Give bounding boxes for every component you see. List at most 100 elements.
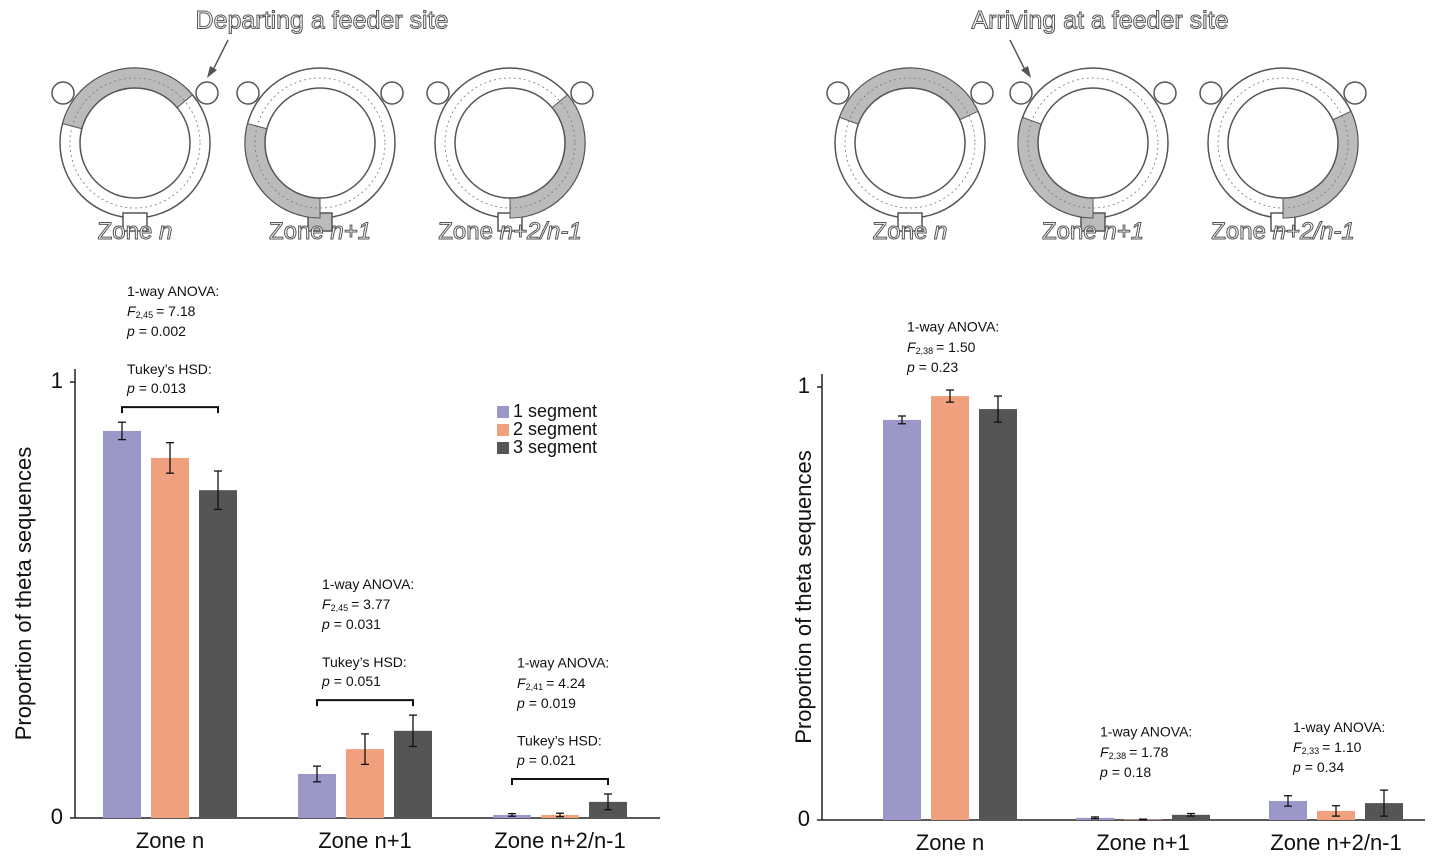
error-bar [1091,816,1099,820]
arrow-head [1021,66,1031,78]
track-inner [264,87,376,199]
text-part: = 4.24 [546,675,586,691]
text-part: F [322,596,332,612]
y-tick-label: 0 [51,804,63,829]
legend-swatch [497,424,509,436]
feeder [1009,81,1033,105]
feeder [1153,81,1177,105]
error-bar [604,793,612,811]
text-part: 2,45 [136,311,154,321]
track-mid [1027,77,1159,209]
text-part: Zone [438,218,499,245]
gate [122,212,148,232]
text-part: n+1 [330,218,371,245]
y-tick-label: 1 [798,373,810,398]
anova-f: F2,33 = 1.10 [1293,739,1362,757]
feeder [570,81,594,105]
text-part: n [934,218,947,245]
bar [103,430,141,818]
anova-f: F2,41 = 4.24 [517,675,586,693]
x-tick-label: Zone n+1 [318,828,412,853]
x-tick-label: Zone n+1 [1096,830,1190,855]
text-part: Zone [98,218,159,245]
anova-heading: 1-way ANOVA: [907,319,999,335]
error-bar [1332,805,1340,817]
error-bar [214,470,222,511]
error-bar [508,812,516,817]
anova-p: p = 0.23 [906,359,958,375]
text-part: = 3.77 [351,596,391,612]
text-part: = 1.78 [1129,744,1169,760]
x-tick-label: Zone n+2/n-1 [494,828,625,853]
zone-label: Zone n+2/n-1 [1211,218,1354,245]
text-part: 2,41 [526,682,544,692]
text-part: 2,38 [916,346,934,356]
x-tick-label: Zone n [136,828,205,853]
text-part: Zone [1042,218,1103,245]
zone-label: Zone n [873,218,948,245]
error-bar [994,395,1002,423]
feeder [426,81,450,105]
arrow [1009,39,1027,73]
text-part: p [126,323,135,339]
text-part: 2,33 [1302,746,1320,756]
bar [151,457,189,818]
text-part: Zone [873,218,934,245]
legend-swatch [497,406,509,418]
feeder [1199,81,1223,105]
bar [1172,814,1210,820]
feeder [236,81,260,105]
anova-p: p = 0.019 [516,695,576,711]
y-axis-label: Proportion of theta sequences [791,450,816,744]
anova-p: p = 0.34 [1292,759,1344,775]
bar [1269,800,1307,820]
text-part: = 0.002 [139,323,186,339]
text-part: = 0.019 [529,695,576,711]
text-part: = 0.051 [334,673,381,689]
legend-label: 1 segment [513,401,597,421]
anova-f: F2,45 = 3.77 [322,596,391,614]
text-part: Zone [269,218,330,245]
anova-heading: 1-way ANOVA: [127,283,219,299]
error-bar [1187,812,1195,817]
text-part: = 0.34 [1305,759,1345,775]
y-tick-label: 1 [51,368,63,393]
x-tick-label: Zone n+2/n-1 [1270,830,1401,855]
bar [979,409,1017,820]
feeder [380,81,404,105]
feeder [1343,81,1367,105]
anova-heading: 1-way ANOVA: [1100,724,1192,740]
error-bar [118,421,126,441]
track-inner [79,87,191,199]
tukey-bracket [511,778,609,786]
text-part: p [516,695,525,711]
track-inner [454,87,566,199]
text-part: F [907,339,917,355]
y-axis-label: Proportion of theta sequences [11,447,36,741]
error-bar [556,812,564,818]
track-mid [69,77,201,209]
track-mid [254,77,386,209]
text-part: p [1099,764,1108,780]
arrow-head [207,66,217,78]
zone-label: Zone n [98,218,173,245]
text-part: = 0.23 [919,359,959,375]
anova-f: F2,38 = 1.50 [907,339,976,357]
text-part: p [126,380,135,396]
track-mid [1217,77,1349,209]
legend-label: 2 segment [513,419,597,439]
text-part: = 0.013 [139,380,186,396]
text-part: = 1.50 [936,339,976,355]
error-bar [1284,795,1292,807]
arrow [211,39,229,73]
text-part: = 7.18 [156,303,196,319]
error-bar [361,733,369,766]
error-bar [409,714,417,748]
tukey-heading: Tukey’s HSD: [517,733,602,749]
track-inner [854,87,966,199]
text-part: p [321,616,330,632]
bar [883,419,921,820]
gate [897,212,923,232]
bar [199,490,237,818]
